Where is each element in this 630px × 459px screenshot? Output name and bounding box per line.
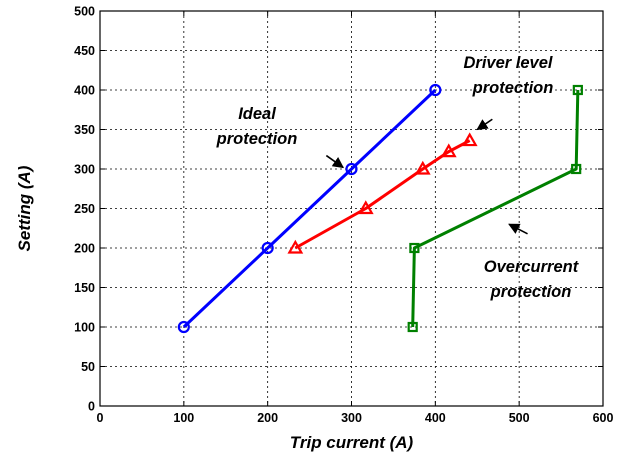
annotation-driver-text: protection xyxy=(472,79,554,97)
series-overcurrent xyxy=(407,84,583,333)
y-tick-label: 50 xyxy=(81,360,95,374)
series-driver-point xyxy=(440,143,457,158)
y-tick-label: 300 xyxy=(74,163,95,177)
annotation-overcurrent-text: protection xyxy=(490,283,572,301)
series-layer xyxy=(177,83,583,334)
y-tick-label: 100 xyxy=(74,321,95,335)
series-ideal-point xyxy=(261,241,274,255)
x-tick-label: 600 xyxy=(593,411,614,425)
tick-layer: 0 100 200 300 400 500 600 0 50 100 150 200 250 300 350… xyxy=(74,5,613,426)
y-tick-label: 500 xyxy=(74,5,95,19)
series-ideal-point xyxy=(345,162,358,176)
series-ideal-point xyxy=(429,83,442,97)
x-axis-label: Trip current (A) xyxy=(290,433,414,452)
series-ideal-point xyxy=(177,320,190,334)
annotation-driver-text: Driver level xyxy=(464,54,553,72)
series-overcurrent-point xyxy=(572,84,583,96)
y-tick-label: 150 xyxy=(74,281,95,295)
annotation-ideal-arrow xyxy=(325,154,345,169)
annotation-ideal-text: protection xyxy=(216,130,298,148)
series-driver-line xyxy=(294,139,471,250)
grid xyxy=(100,11,603,406)
y-tick-label: 200 xyxy=(74,242,95,256)
annotation-overcurrent-text: Overcurrent xyxy=(484,258,580,276)
series-ideal xyxy=(177,83,442,334)
x-tick-label: 300 xyxy=(341,411,362,425)
series-overcurrent-point xyxy=(571,163,582,175)
x-tick-label: 100 xyxy=(173,411,194,425)
annotation-ideal: Ideal protection xyxy=(216,105,345,169)
series-driver-point xyxy=(287,239,304,254)
annotation-ideal-text: Ideal xyxy=(238,105,276,123)
series-driver-point xyxy=(414,160,431,175)
x-tick-label: 200 xyxy=(257,411,278,425)
annotation-overcurrent: Overcurrent protection xyxy=(484,223,580,301)
annotation-driver: Driver level protection xyxy=(464,54,554,131)
x-tick-label: 500 xyxy=(509,411,530,425)
series-ideal-line xyxy=(182,88,437,329)
annotation-driver-arrow xyxy=(476,118,493,131)
y-tick-label: 250 xyxy=(74,202,95,216)
y-tick-label: 400 xyxy=(74,84,95,98)
series-driver-point xyxy=(461,132,478,147)
series-driver-point xyxy=(357,200,374,215)
annotation-overcurrent-arrow xyxy=(508,223,528,235)
series-overcurrent-point xyxy=(409,242,420,254)
series-overcurrent-line xyxy=(411,89,580,328)
y-tick-label: 450 xyxy=(74,44,95,58)
y-axis-label: Setting (A) xyxy=(15,165,34,251)
y-tick-label: 350 xyxy=(74,123,95,137)
series-driver xyxy=(287,132,478,254)
y-tick-label: 0 xyxy=(88,400,95,414)
x-tick-label: 400 xyxy=(425,411,446,425)
x-tick-label: 0 xyxy=(97,411,104,425)
series-overcurrent-point xyxy=(407,321,418,333)
